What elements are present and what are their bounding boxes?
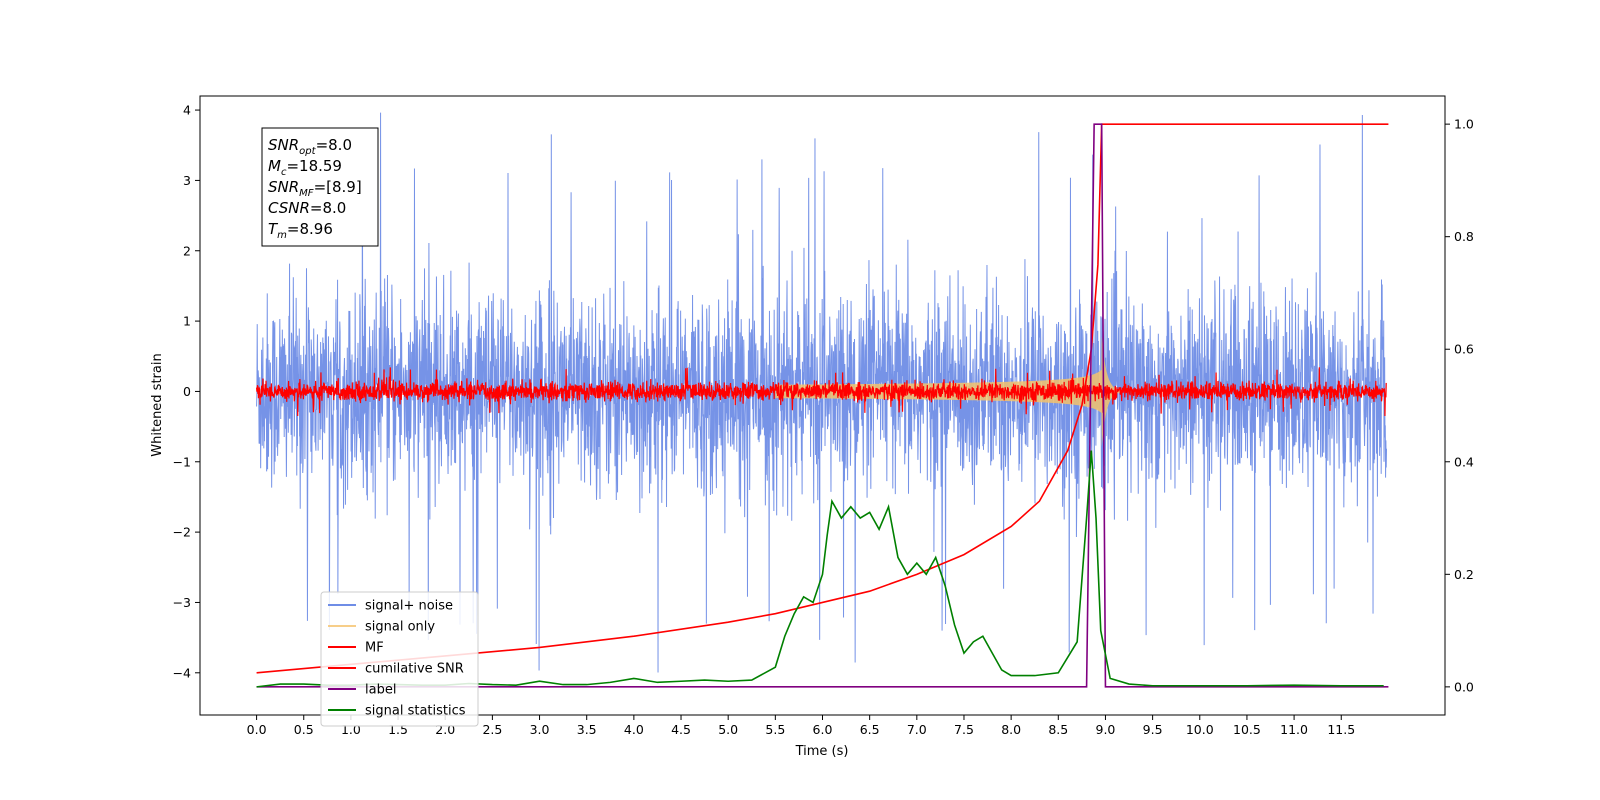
info-line: SNRMF=[8.9] [268,178,362,199]
y-left-tick-label: 4 [183,103,191,118]
x-tick-label: 3.5 [577,722,597,737]
legend-label: MF [365,641,384,656]
y-left-tick-label: 3 [183,173,191,188]
info-line: Mc=18.59 [268,157,342,178]
legend-label: label [365,683,396,698]
x-tick-label: 9.5 [1143,722,1163,737]
x-tick-label: 6.0 [813,722,833,737]
y-right-tick-label: 0.0 [1454,679,1474,694]
x-tick-label: 4.0 [624,722,644,737]
series-line-5 [256,450,1384,688]
y-right-tick-label: 0.8 [1454,229,1474,244]
info-box-frame [261,127,379,247]
legend-label: signal only [365,620,435,635]
y-right-tick-label: 0.4 [1454,454,1474,469]
x-tick-label: 8.0 [1001,722,1021,737]
x-tick-label: 4.5 [671,722,691,737]
legend-frame [320,591,479,727]
x-tick-label: 8.5 [1048,722,1068,737]
x-tick-label: 0.5 [294,722,314,737]
x-tick-label: 9.0 [1096,722,1116,737]
y-axis-label-left: Whitened strain [150,353,165,456]
series-line-4 [256,123,1389,688]
x-tick-label: 5.5 [765,722,785,737]
series-layer [255,112,1389,688]
y-left-tick-label: −2 [173,525,191,540]
y-left-tick-label: −3 [173,595,191,610]
series-line-2 [255,367,1388,417]
y-right-tick-label: 0.2 [1454,567,1474,582]
y-left-tick-label: 0 [183,384,191,399]
x-tick-label: 6.5 [860,722,880,737]
legend-label: signal statistics [365,704,466,719]
y-left-tick-label: 2 [183,243,191,258]
y-right-tick-label: 0.6 [1454,342,1474,357]
info-line: SNRopt=8.0 [268,136,352,157]
axes-layer: 0.0 0.5 1.0 1.5 2.0 2.5 3.0 3.5 4.0 4.5 5.0 5.5 6.0 6… [173,103,1474,737]
x-tick-label: 5.0 [718,722,738,737]
x-tick-label: 2.5 [482,722,502,737]
legend-label: cumilative SNR [365,662,464,677]
legend-label: signal+ noise [365,599,453,614]
x-tick-label: 3.0 [530,722,550,737]
x-axis-label: Time (s) [795,744,849,759]
x-tick-label: 7.0 [907,722,927,737]
y-left-tick-label: −1 [173,454,191,469]
y-left-tick-label: −4 [173,665,191,680]
x-tick-label: 10.5 [1233,722,1261,737]
x-tick-label: 10.0 [1186,722,1214,737]
x-tick-label: 11.5 [1327,722,1355,737]
x-tick-label: 0.0 [247,722,267,737]
y-right-tick-label: 1.0 [1454,117,1474,132]
y-left-tick-label: 1 [183,314,191,329]
x-tick-label: 11.0 [1280,722,1308,737]
x-tick-label: 7.5 [954,722,974,737]
info-line: CSNR=8.0 [268,199,346,217]
info-line: Tm=8.96 [268,220,333,241]
legend: signal+ noise signal only MF cumilative SNR… [320,591,479,727]
series-line-0 [256,112,1388,673]
